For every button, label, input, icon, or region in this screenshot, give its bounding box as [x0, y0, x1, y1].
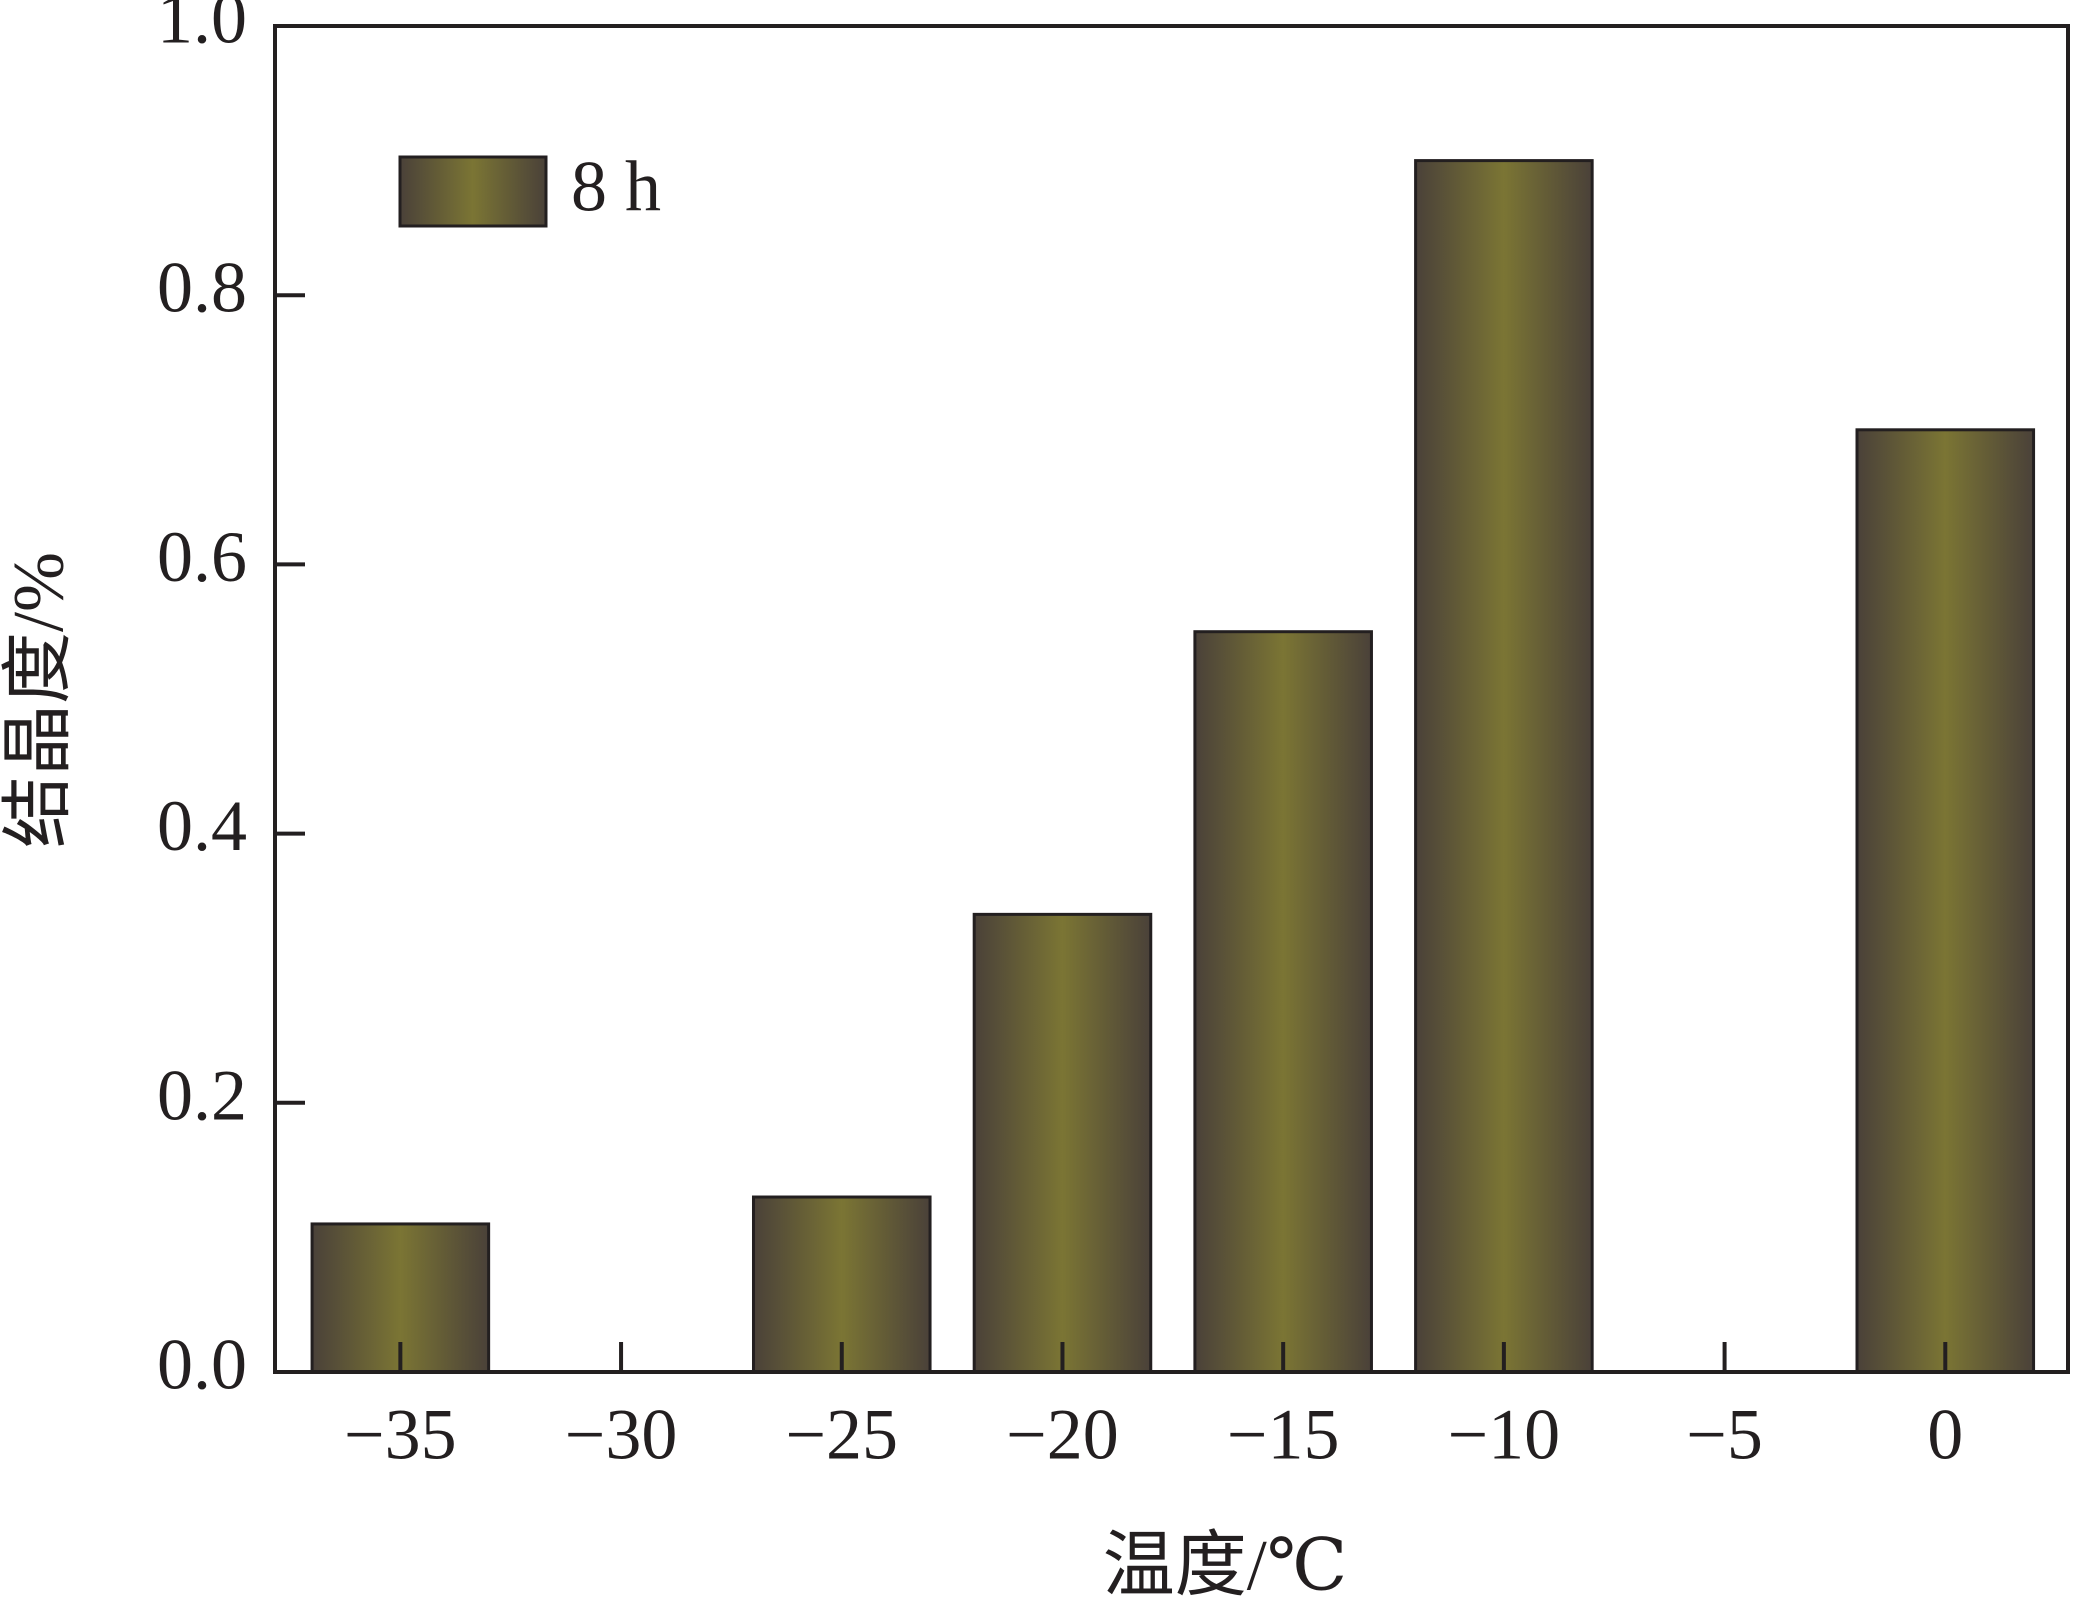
bar	[972, 912, 1153, 1374]
x-tick-label: −20	[1006, 1395, 1119, 1475]
x-axis-title: 温度/℃	[1103, 1526, 1348, 1606]
plot-frame	[273, 24, 2070, 1374]
x-tick-label: −15	[1227, 1395, 1340, 1475]
bar	[1193, 630, 1373, 1374]
y-tick-label: 0.6	[157, 517, 247, 597]
y-tick-label: 0.4	[157, 786, 247, 866]
legend-label: 8 h	[571, 147, 661, 227]
bar	[1414, 159, 1594, 1374]
bar	[1855, 428, 2036, 1374]
y-tick-label: 0.2	[157, 1055, 247, 1135]
x-tick-label: −25	[785, 1395, 898, 1475]
x-tick-label: −30	[565, 1395, 678, 1475]
legend-swatch	[398, 155, 548, 228]
y-axis-title: 结晶度/%	[0, 552, 79, 848]
y-tick-label: 1.0	[157, 0, 247, 59]
y-tick-label: 0.0	[157, 1325, 247, 1405]
x-tick-label: 0	[1927, 1395, 1963, 1475]
x-tick-label: −35	[344, 1395, 457, 1475]
x-tick-label: −10	[1448, 1395, 1561, 1475]
y-tick-label: 0.8	[157, 248, 247, 328]
x-tick-label: −5	[1686, 1395, 1763, 1475]
